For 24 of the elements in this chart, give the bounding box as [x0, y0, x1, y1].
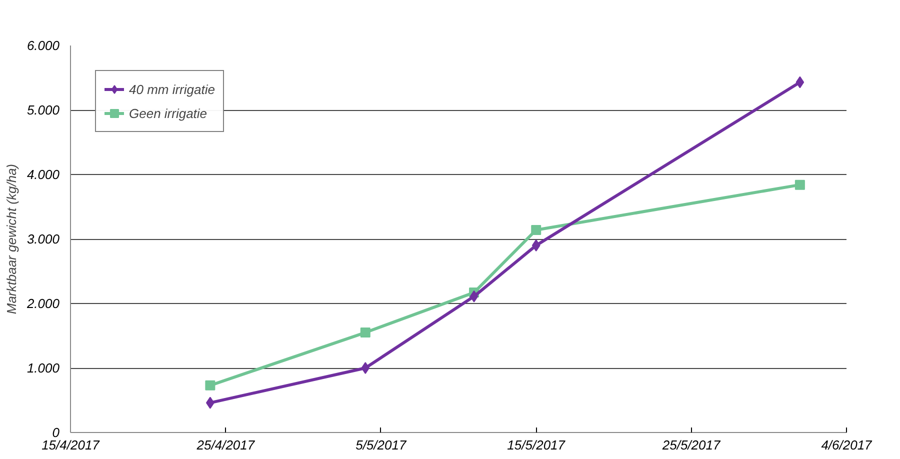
point — [205, 380, 216, 390]
y-tick-label: 5.000 — [26, 102, 60, 118]
point — [361, 362, 370, 374]
point — [796, 76, 804, 88]
point — [470, 290, 478, 302]
y-axis-title: Marktbaar gewicht (kg/ha) — [4, 164, 19, 314]
x-tick-label: 5/5/2017 — [356, 438, 407, 452]
x-tick-label: 25/5/2017 — [661, 438, 721, 452]
y-tick-label: 0 — [52, 425, 60, 440]
y-tick-label: 3.000 — [26, 232, 60, 246]
point — [794, 180, 805, 190]
point — [531, 224, 542, 235]
legend-label: Geen irrigatie — [129, 106, 208, 120]
point — [360, 328, 370, 338]
y-tick-label: 4.000 — [26, 167, 60, 182]
x-tick-label: 25/4/2017 — [196, 438, 256, 452]
point — [532, 239, 540, 252]
x-tick-label: 4/6/2017 — [821, 438, 873, 452]
y-tick-label: 2.000 — [26, 296, 60, 311]
legend-label: 40 mm irrigatie — [129, 82, 215, 96]
y-tick-label: 6.000 — [26, 38, 60, 53]
y-tick-label: 1.000 — [26, 360, 60, 376]
x-tick-label: 15/4/2017 — [42, 438, 100, 452]
x-tick-label: 15/5/2017 — [507, 438, 566, 452]
